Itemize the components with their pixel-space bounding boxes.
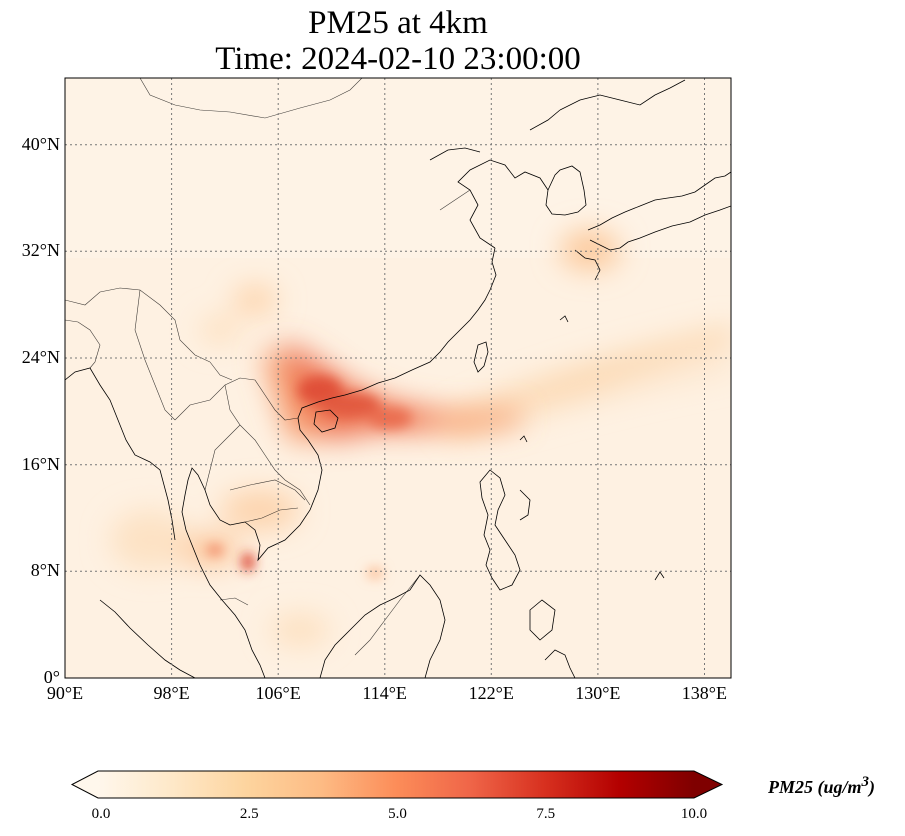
colorbar-label-unit: (ug/m [817, 777, 862, 797]
map-time: Time: 2024-02-10 23:00:00 [215, 41, 581, 77]
colorbar-tick-label: 7.5 [536, 806, 556, 822]
pm25-field [65, 78, 731, 678]
colorbar [70, 770, 724, 799]
y-tick-label: 24°N [21, 347, 60, 367]
country-borders [65, 78, 471, 656]
x-tick-label: 114°E [362, 683, 407, 703]
y-tick-label: 0° [43, 667, 60, 687]
y-tick-label: 16°N [21, 453, 60, 474]
colorbar-tick-label: 0.0 [91, 806, 111, 822]
x-tick-label: 122°E [468, 683, 514, 703]
map-frame [64, 77, 732, 679]
x-tick-label: 98°E [153, 683, 190, 703]
colorbar-tick-label: 10.0 [680, 806, 708, 822]
colorbar-tick-label: 5.0 [388, 806, 407, 822]
colorbar-label-name: PM25 [768, 777, 813, 797]
colorbar-extend-min [72, 771, 98, 798]
x-tick-label: 90°E [46, 683, 84, 703]
colorbar-label: PM25 (ug/m3) [768, 774, 875, 798]
x-tick-label: 130°E [575, 683, 621, 703]
map-title: PM25 at 4km [308, 5, 488, 41]
colorbar-label-sup: 3 [861, 774, 870, 790]
colorbar-label-close: ) [869, 777, 876, 797]
y-tick-label: 40°N [21, 133, 60, 154]
colorbar-tick-label: 2.5 [239, 806, 259, 822]
gridlines [65, 78, 731, 678]
y-tick-label: 32°N [21, 240, 60, 261]
x-tick-label: 138°E [681, 683, 727, 703]
colorbar-extend-max [694, 771, 722, 798]
x-tick-label: 106°E [255, 683, 301, 703]
y-tick-label: 8°N [30, 560, 60, 581]
